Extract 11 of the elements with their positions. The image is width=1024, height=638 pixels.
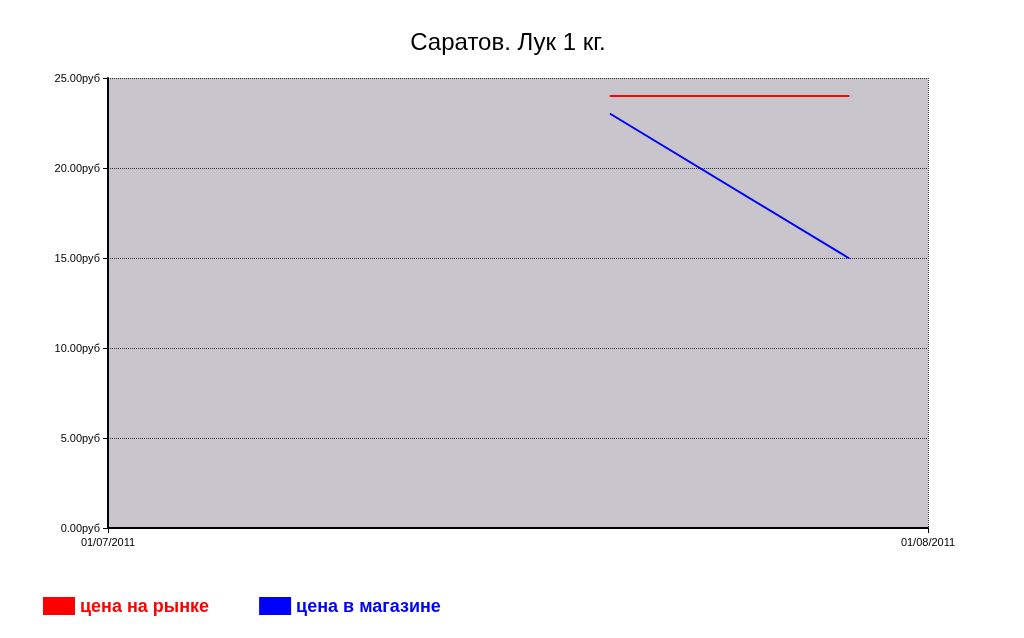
y-tick-label: 20.00руб — [54, 162, 100, 174]
chart-title: Саратов. Лук 1 кг. — [410, 27, 606, 55]
legend-label: цена на рынке — [80, 596, 210, 616]
x-tick-label: 01/08/2011 — [900, 535, 956, 548]
y-tick-label: 0.00руб — [60, 522, 100, 534]
legend-label: цена в магазине — [296, 596, 441, 616]
y-tick-label: 15.00руб — [54, 252, 100, 264]
y-tick-label: 25.00руб — [54, 72, 100, 84]
y-tick-label: 5.00руб — [60, 432, 100, 444]
x-tick-label: 01/07/2011 — [80, 535, 136, 548]
y-tick-label: 10.00руб — [54, 342, 100, 354]
